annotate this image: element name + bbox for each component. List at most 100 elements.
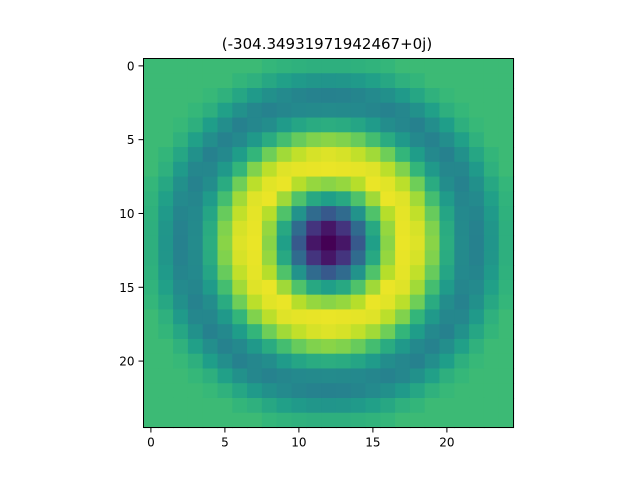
heatmap-cell	[395, 265, 411, 281]
heatmap-cell	[380, 265, 396, 281]
heatmap-cell	[232, 412, 248, 429]
heatmap-cell	[291, 235, 307, 251]
heatmap-cell	[395, 279, 411, 296]
heatmap-cell	[335, 309, 352, 325]
heatmap-cell	[395, 132, 411, 148]
heatmap-cell	[350, 309, 367, 325]
heatmap-cell	[261, 73, 278, 89]
heatmap-cell	[469, 383, 485, 399]
heatmap-cell	[143, 265, 159, 281]
heatmap-cell	[143, 368, 159, 384]
heatmap-cell	[276, 412, 293, 429]
x-tick-label: 0	[147, 436, 155, 450]
heatmap-cell	[395, 338, 411, 355]
heatmap-cell	[483, 279, 500, 296]
heatmap-cell	[454, 220, 470, 237]
heatmap-cell	[454, 161, 470, 178]
heatmap-cell	[483, 235, 500, 251]
heatmap-cell	[395, 250, 411, 266]
heatmap-cell	[276, 176, 293, 192]
heatmap-cell	[202, 235, 219, 251]
heatmap-cell	[143, 191, 159, 207]
heatmap-cell	[350, 353, 367, 370]
heatmap-cell	[365, 88, 381, 104]
heatmap-cell	[335, 324, 352, 340]
heatmap-cell	[187, 206, 204, 222]
heatmap-cell	[247, 206, 263, 222]
heatmap-cell	[232, 235, 248, 251]
heatmap-cell	[380, 117, 396, 133]
heatmap-cell	[232, 324, 248, 340]
heatmap-cell	[217, 58, 233, 74]
heatmap-cell	[380, 279, 396, 296]
heatmap-cell	[439, 353, 455, 370]
heatmap-cell	[424, 161, 441, 178]
heatmap-cell	[217, 161, 233, 178]
heatmap-cell	[232, 58, 248, 74]
heatmap-cell	[217, 191, 233, 207]
heatmap-cell	[143, 58, 159, 74]
heatmap-cell	[232, 294, 248, 311]
heatmap-cell	[276, 73, 293, 89]
heatmap-cell	[202, 147, 219, 163]
heatmap-cell	[424, 206, 441, 222]
y-axis: 0 5 10 15 20	[119, 59, 144, 369]
heatmap-cell	[217, 338, 233, 355]
heatmap-cell	[365, 117, 381, 133]
heatmap-cell	[409, 279, 426, 296]
heatmap-cell	[306, 102, 322, 119]
heatmap-cell	[365, 132, 381, 148]
heatmap-cell	[439, 147, 455, 163]
heatmap-cell	[217, 206, 233, 222]
heatmap-cell	[365, 58, 381, 74]
heatmap-cell	[365, 309, 381, 325]
heatmap-cell	[232, 73, 248, 89]
heatmap-cell	[321, 73, 337, 89]
heatmap-cell	[173, 206, 189, 222]
heatmap-cell	[187, 294, 204, 311]
heatmap-cell	[409, 147, 426, 163]
heatmap-cell	[217, 309, 233, 325]
heatmap-cell	[232, 147, 248, 163]
heatmap-cell	[202, 191, 219, 207]
heatmap-cell	[365, 368, 381, 384]
heatmap-cell	[276, 324, 293, 340]
heatmap-cell	[217, 132, 233, 148]
heatmap-cell	[409, 368, 426, 384]
heatmap-cell	[158, 368, 174, 384]
heatmap-cell	[217, 117, 233, 133]
heatmap-cell	[365, 338, 381, 355]
heatmap-cell	[321, 206, 337, 222]
heatmap-cell	[217, 88, 233, 104]
heatmap-cell	[291, 397, 307, 414]
heatmap-cell	[424, 309, 441, 325]
heatmap-cell	[380, 58, 396, 74]
heatmap-cell	[291, 368, 307, 384]
heatmap-cell	[143, 88, 159, 104]
heatmap-cell	[232, 88, 248, 104]
heatmap-cell	[202, 73, 219, 89]
heatmap-cell	[306, 250, 322, 266]
heatmap-cell	[202, 102, 219, 119]
heatmap-cell	[380, 147, 396, 163]
heatmap-cell	[247, 412, 263, 429]
heatmap-cell	[276, 294, 293, 311]
heatmap-cell	[498, 383, 515, 399]
heatmap-cell	[158, 338, 174, 355]
heatmap-cell	[350, 117, 367, 133]
heatmap-cell	[395, 309, 411, 325]
heatmap-cell	[158, 161, 174, 178]
heatmap-cell	[306, 220, 322, 237]
heatmap-cell	[350, 397, 367, 414]
heatmap-cell	[498, 294, 515, 311]
heatmap-cell	[483, 383, 500, 399]
y-tick-label: 15	[119, 281, 134, 295]
heatmap-cell	[291, 132, 307, 148]
heatmap-cell	[143, 279, 159, 296]
heatmap-cell	[424, 265, 441, 281]
heatmap-cell	[202, 412, 219, 429]
heatmap-cell	[306, 265, 322, 281]
heatmap-cell	[173, 220, 189, 237]
heatmap-cell	[247, 132, 263, 148]
heatmap-cell	[261, 279, 278, 296]
